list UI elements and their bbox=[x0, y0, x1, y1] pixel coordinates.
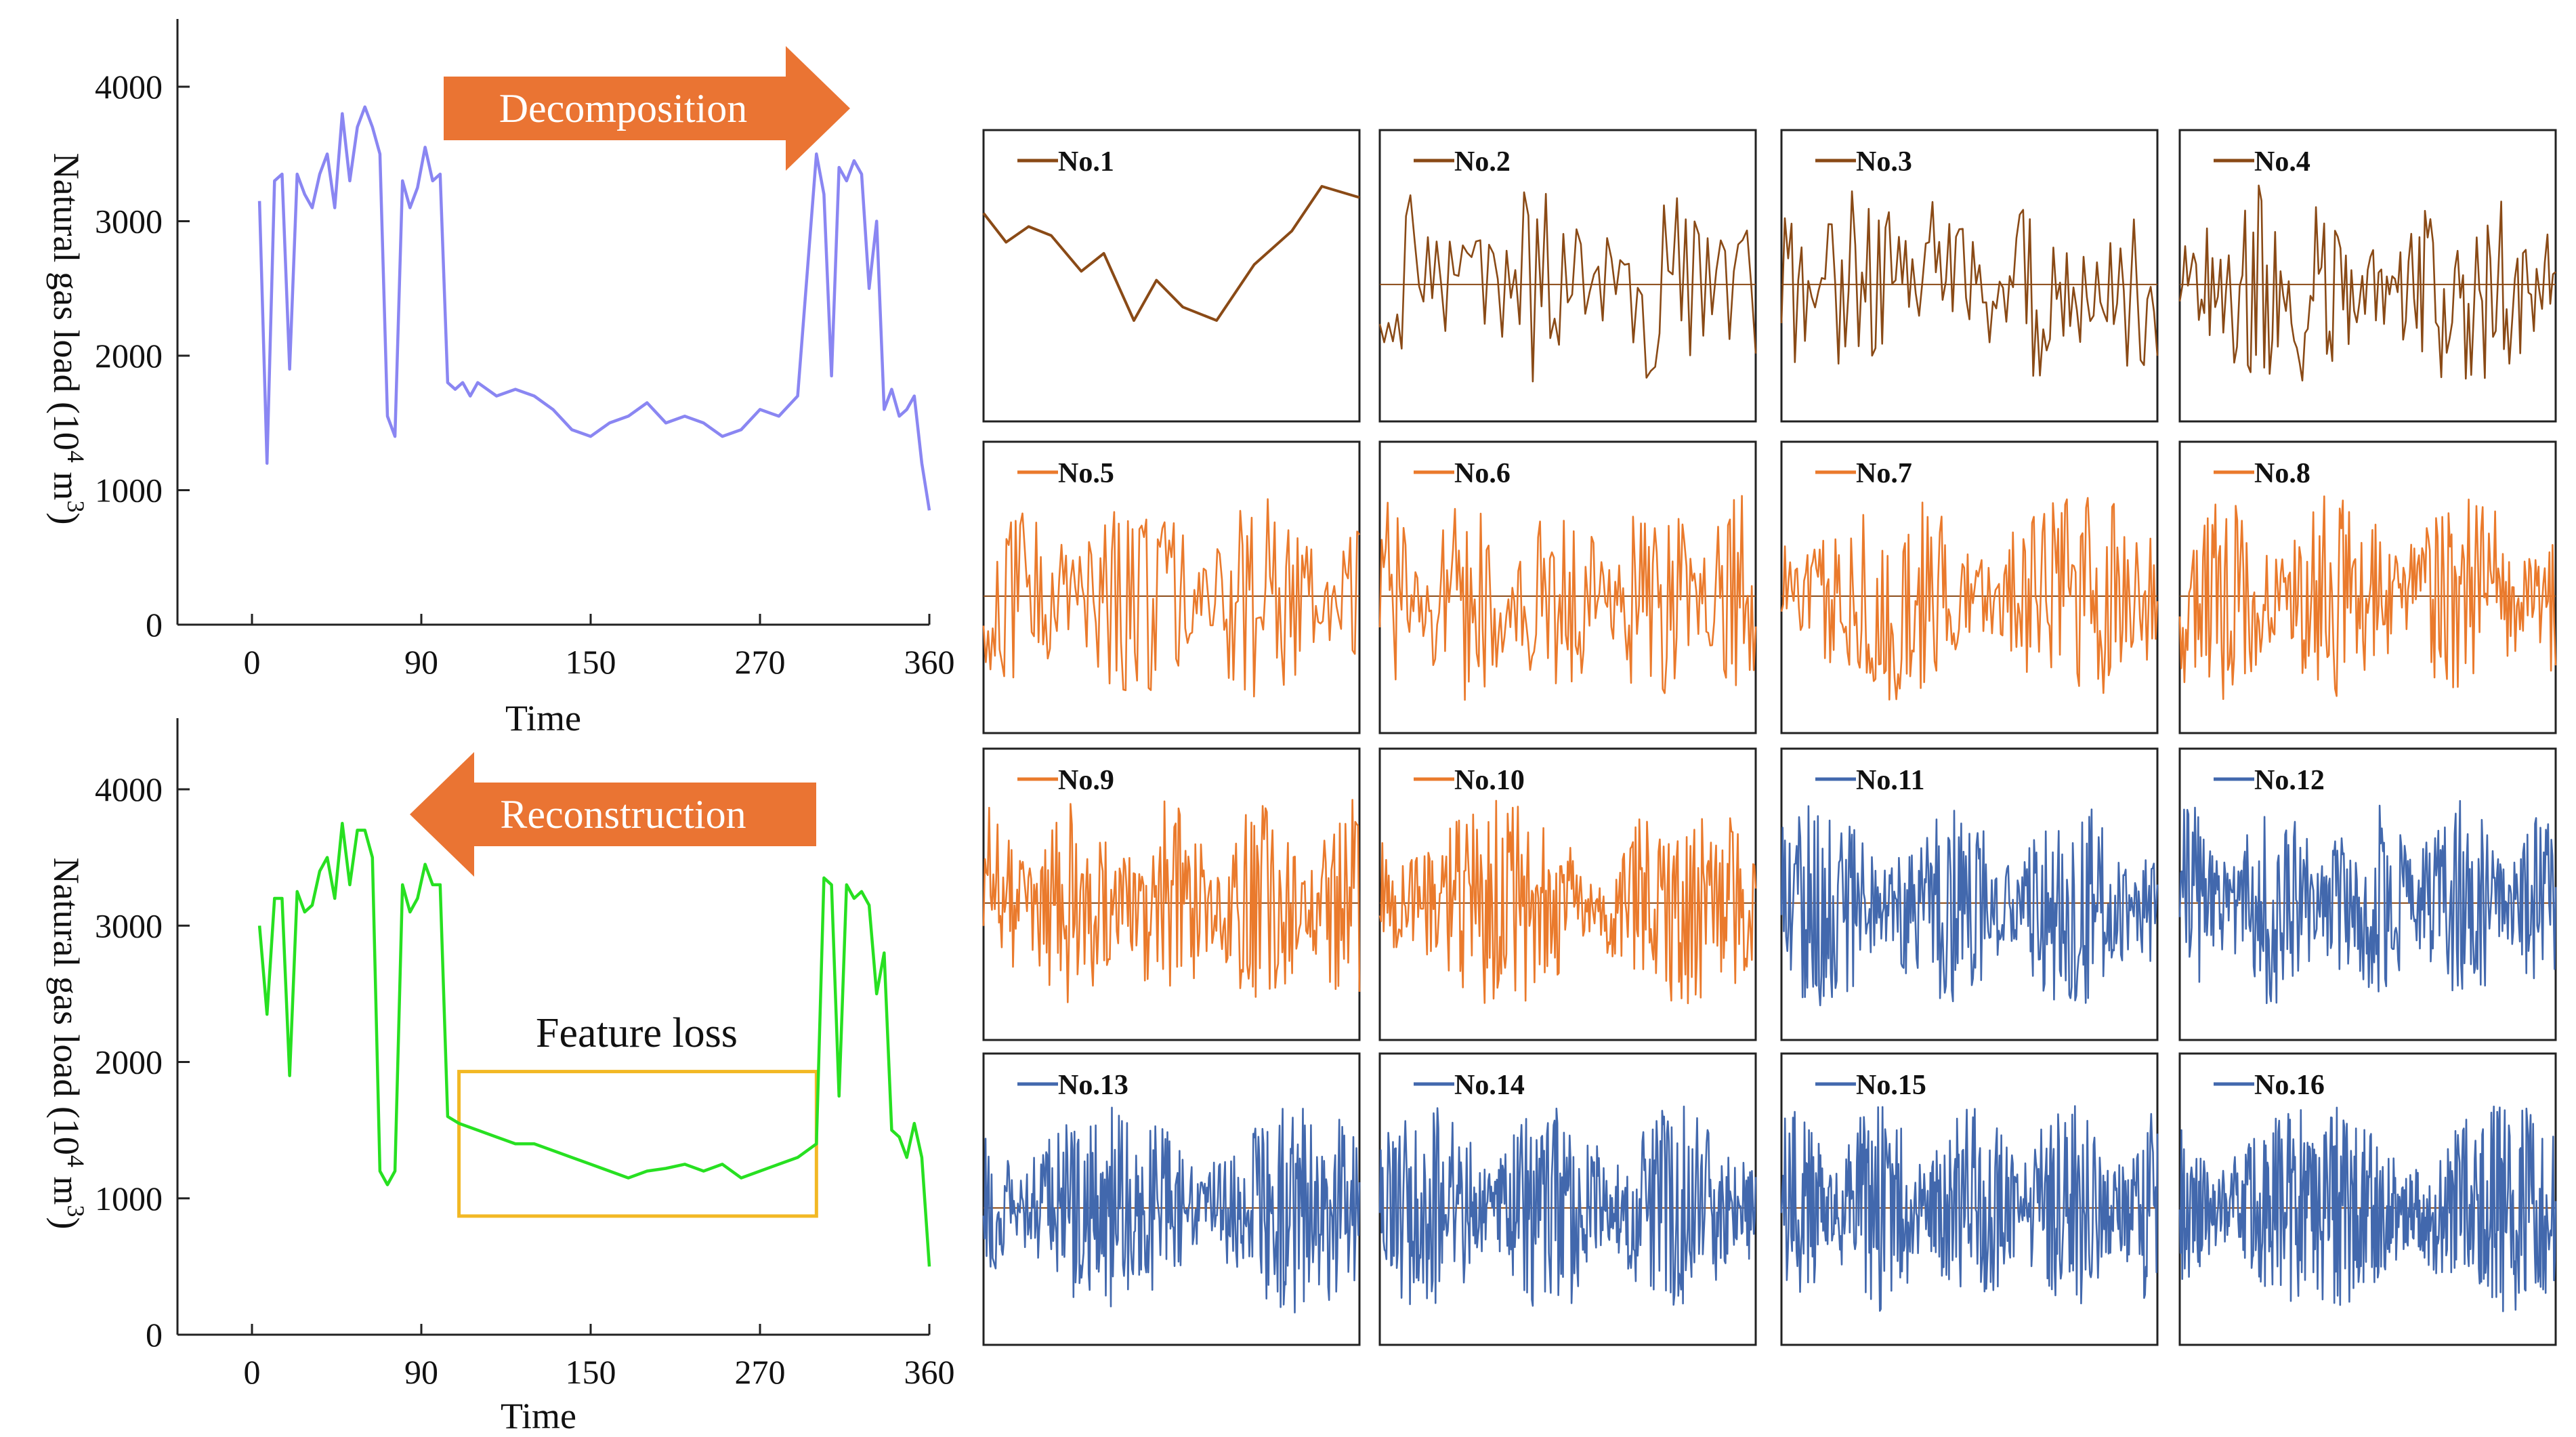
original-y-tick-label: 2000 bbox=[95, 337, 163, 375]
original-y-axis-title: Natural gas load (104 m3) bbox=[46, 153, 89, 525]
decomposition-arrow-shape bbox=[444, 46, 850, 171]
original-x-tick-label: 150 bbox=[566, 643, 616, 681]
imf-waveform-12 bbox=[2178, 799, 2557, 1004]
imf-panel-frame bbox=[1780, 129, 2159, 423]
imf-panel-4: No.4 bbox=[2178, 129, 2557, 423]
imf-waveform-7 bbox=[1780, 497, 2159, 701]
reconstructed-x-tick-label: 0 bbox=[244, 1353, 261, 1391]
imf-waveform-10 bbox=[1378, 799, 1757, 1005]
decomposition-arrow: Decomposition bbox=[444, 46, 850, 171]
original-load-series-line bbox=[257, 105, 931, 511]
imf-panel-12: No.12 bbox=[2178, 747, 2557, 1041]
imf-panel-15: No.15 bbox=[1780, 1052, 2159, 1346]
imf-panel-label: No.9 bbox=[1058, 765, 1114, 796]
imf-panel-frame bbox=[982, 129, 1361, 423]
original-x-axis-title: Time bbox=[505, 698, 581, 738]
reconstructed-x-tick-label: 270 bbox=[735, 1353, 786, 1391]
imf-panel-label: No.11 bbox=[1856, 765, 1925, 796]
imf-panel-label: No.13 bbox=[1058, 1070, 1128, 1101]
reconstructed-y-tick-label: 0 bbox=[146, 1316, 163, 1354]
imf-waveform-3 bbox=[1780, 190, 2159, 377]
imf-waveform-8 bbox=[2178, 495, 2557, 701]
imf-panel-grid: No.1 No.2 No.3 No.4 No.5 No.6 No.7 No.8 No.9 No.1… bbox=[982, 129, 2557, 1346]
original-x-tick-label: 0 bbox=[244, 643, 261, 681]
imf-panel-label: No.2 bbox=[1454, 146, 1511, 178]
imf-panel-frame bbox=[982, 1052, 1361, 1346]
reconstructed-x-tick-label: 90 bbox=[404, 1353, 438, 1391]
imf-waveform-11 bbox=[1780, 805, 2159, 1007]
reconstructed-load-chart: 0 1000 2000 3000 4000 0 90 150 270 360 Feature l… bbox=[46, 718, 955, 1436]
imf-panel-label: No.15 bbox=[1856, 1070, 1926, 1101]
imf-panel-11: No.11 bbox=[1780, 747, 2159, 1041]
imf-panel-6: No.6 bbox=[1378, 440, 1757, 734]
reconstructed-x-tick-label: 360 bbox=[904, 1353, 955, 1391]
reconstructed-x-ticks: 0 90 150 270 360 bbox=[244, 1324, 955, 1391]
imf-panel-5: No.5 bbox=[982, 440, 1361, 734]
imf-panel-13: No.13 bbox=[982, 1052, 1361, 1346]
imf-panel-label: No.5 bbox=[1058, 458, 1114, 489]
reconstructed-load-series-line bbox=[257, 822, 931, 1267]
original-y-ticks: 0 1000 2000 3000 4000 bbox=[95, 68, 190, 644]
imf-panel-label: No.3 bbox=[1856, 146, 1912, 178]
reconstructed-x-axis-title: Time bbox=[501, 1396, 576, 1436]
imf-panel-7: No.7 bbox=[1780, 440, 2159, 734]
original-y-tick-label: 0 bbox=[146, 606, 163, 644]
imf-waveform-15 bbox=[1780, 1105, 2159, 1312]
imf-waveform-14 bbox=[1378, 1105, 1757, 1307]
decomposition-label: Decomposition bbox=[499, 86, 748, 131]
original-load-chart: 0 1000 2000 3000 4000 0 90 150 270 360 Time Natu… bbox=[46, 19, 955, 738]
imf-panel-2: No.2 bbox=[1378, 129, 1757, 423]
imf-panel-1: No.1 bbox=[982, 129, 1361, 423]
original-x-tick-label: 90 bbox=[404, 643, 438, 681]
imf-panel-label: No.1 bbox=[1058, 146, 1114, 178]
reconstruction-label: Reconstruction bbox=[500, 792, 746, 837]
imf-panel-label: No.12 bbox=[2254, 765, 2325, 796]
imf-waveform-5 bbox=[982, 498, 1361, 698]
imf-panel-frame bbox=[2178, 440, 2557, 734]
reconstructed-x-tick-label: 150 bbox=[566, 1353, 616, 1391]
imf-waveform-16 bbox=[2178, 1105, 2557, 1312]
imf-panel-label: No.6 bbox=[1454, 458, 1511, 489]
reconstructed-y-tick-label: 1000 bbox=[95, 1180, 163, 1217]
reconstruction-arrow: Reconstruction bbox=[410, 752, 816, 877]
imf-waveform-2 bbox=[1378, 191, 1757, 383]
reconstructed-y-tick-label: 2000 bbox=[95, 1043, 163, 1081]
imf-waveform-1 bbox=[982, 185, 1360, 322]
imf-waveform-6 bbox=[1378, 495, 1757, 701]
original-x-tick-label: 360 bbox=[904, 643, 955, 681]
imf-panel-label: No.4 bbox=[2254, 146, 2310, 178]
original-y-tick-label: 3000 bbox=[95, 203, 163, 241]
imf-panel-label: No.7 bbox=[1856, 458, 1912, 489]
reconstructed-y-axis-title: Natural gas load (104 m3) bbox=[46, 858, 89, 1230]
imf-panel-label: No.14 bbox=[1454, 1070, 1525, 1101]
reconstructed-y-tick-label: 3000 bbox=[95, 907, 163, 944]
imf-waveform-13 bbox=[982, 1106, 1361, 1314]
reconstructed-y-ticks: 0 1000 2000 3000 4000 bbox=[95, 770, 190, 1354]
imf-panel-label: No.10 bbox=[1454, 765, 1525, 796]
imf-panel-frame bbox=[1780, 440, 2159, 734]
imf-panel-14: No.14 bbox=[1378, 1052, 1757, 1346]
imf-panel-frame bbox=[1378, 129, 1757, 423]
imf-panel-16: No.16 bbox=[2178, 1052, 2557, 1346]
reconstructed-y-tick-label: 4000 bbox=[95, 770, 163, 808]
original-y-tick-label: 1000 bbox=[95, 472, 163, 509]
original-x-tick-label: 270 bbox=[735, 643, 786, 681]
imf-waveform-4 bbox=[2178, 184, 2556, 381]
imf-panel-label: No.8 bbox=[2254, 458, 2310, 489]
original-y-tick-label: 4000 bbox=[95, 68, 163, 106]
feature-loss-label: Feature loss bbox=[536, 1010, 738, 1056]
imf-panel-9: No.9 bbox=[982, 747, 1361, 1041]
imf-panel-10: No.10 bbox=[1378, 747, 1757, 1041]
imf-panel-3: No.3 bbox=[1780, 129, 2159, 423]
reconstruction-arrow-shape bbox=[410, 752, 816, 877]
original-x-ticks: 0 90 150 270 360 bbox=[244, 614, 955, 681]
imf-panel-label: No.16 bbox=[2254, 1070, 2325, 1101]
imf-waveform-9 bbox=[982, 799, 1361, 1003]
imf-panel-frame bbox=[1780, 1052, 2159, 1346]
imf-panel-frame bbox=[1378, 440, 1757, 734]
imf-panel-8: No.8 bbox=[2178, 440, 2557, 734]
